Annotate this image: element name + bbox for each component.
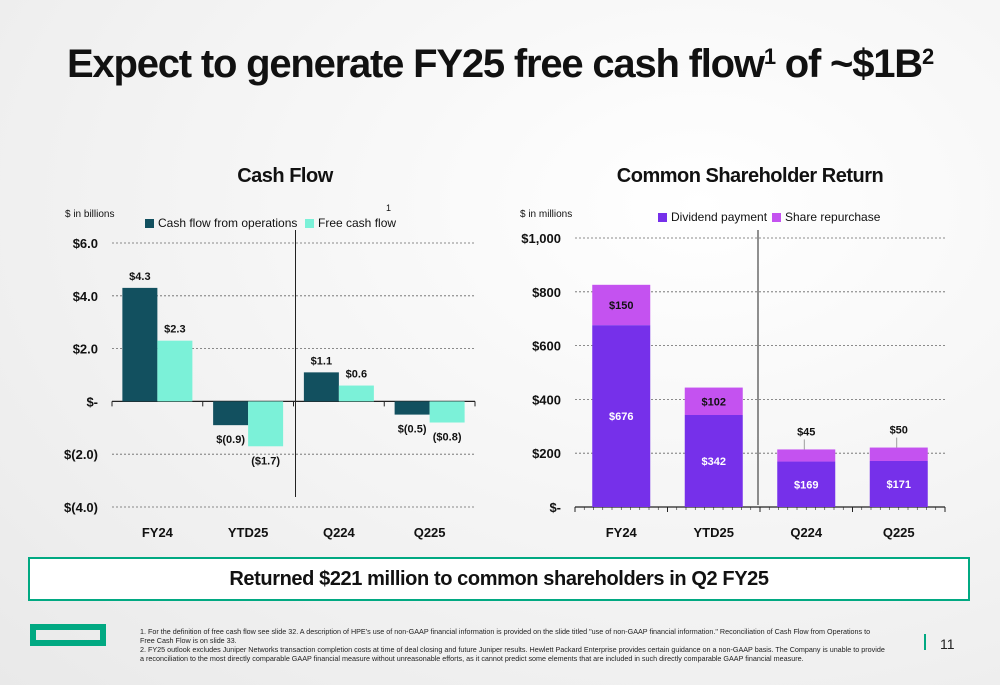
y-tick-label: $6.0	[73, 236, 98, 251]
bar-fcf	[157, 340, 193, 402]
shareholder-return-chart-title: Common Shareholder Return	[616, 165, 884, 187]
x-tick-label: Q225	[414, 525, 446, 540]
bar-fcf	[429, 401, 465, 423]
legend-fcf: Free cash flow	[305, 216, 396, 230]
title-superscript-1: 1	[763, 44, 776, 69]
bar-fcf	[338, 385, 374, 402]
x-tick-label: YTD25	[694, 525, 734, 540]
y-tick-label: $800	[532, 285, 561, 300]
data-label: ($1.7)	[251, 455, 280, 467]
y-tick-label: $400	[532, 392, 561, 407]
legend-swatch-dividend	[658, 212, 667, 222]
bar-repurchase	[684, 387, 743, 416]
legend-dividend-label: Dividend payment	[671, 210, 768, 224]
bar-operations	[303, 372, 339, 402]
data-label: ($0.8)	[433, 432, 462, 444]
footnote-line: a reconciliation to the most directly co…	[140, 654, 804, 663]
y-tick-label: $(2.0)	[64, 447, 98, 462]
legend-operations: Cash flow from operations	[145, 216, 297, 230]
y-tick-label: $-	[86, 394, 98, 409]
bar-repurchase	[777, 449, 836, 462]
legend-fcf-label: Free cash flow	[318, 216, 397, 230]
bar-dividend	[777, 461, 836, 507]
y-tick-label: $(4.0)	[64, 500, 98, 515]
data-label: $0.6	[346, 369, 367, 381]
shareholder-return-banner: Returned $221 million to common sharehol…	[28, 557, 970, 601]
title-mid: of ~$1B	[774, 42, 923, 86]
x-tick-label: Q225	[883, 525, 915, 540]
x-tick-label: FY24	[606, 525, 638, 540]
data-label: $171	[887, 479, 911, 491]
data-label: $2.3	[164, 324, 185, 336]
y-tick-label: $600	[532, 339, 561, 354]
charts-canvas: $6.0 $4.0 $2.0 $- $(2.0) $(4.0) $4.3 $2.3 FY24 $(…	[64, 230, 946, 540]
legend-operations-label: Cash flow from operations	[158, 216, 298, 230]
footnote-line: Free Cash Flow is on slide 33.	[140, 636, 237, 645]
legend-repurchase-label: Share repurchase	[785, 210, 881, 224]
cash-flow-footnote-marker: 1	[386, 203, 392, 213]
bar-dividend	[684, 415, 743, 507]
x-tick-label: FY24	[142, 525, 174, 540]
data-label: $1.1	[311, 355, 332, 367]
y-tick-label: $2.0	[73, 342, 98, 357]
title-superscript-2: 2	[922, 44, 934, 69]
x-tick-label: YTD25	[228, 525, 268, 540]
data-label: $(0.9)	[216, 434, 245, 446]
data-label: $(0.5)	[398, 424, 427, 436]
legend-repurchase: Share repurchase	[772, 210, 880, 224]
legend-swatch-operations	[145, 218, 154, 228]
footnote-line: 2. FY25 outlook excludes Juniper Network…	[140, 645, 885, 654]
data-label: $102	[702, 396, 726, 408]
y-tick-label: $1,000	[521, 231, 561, 246]
bar-repurchase	[869, 447, 928, 462]
title-main: Expect to generate FY25 free cash flow	[66, 42, 765, 86]
page-number: 11	[940, 636, 955, 652]
data-label: $50	[890, 425, 908, 437]
shareholder-return-unit-label: $ in millions	[520, 209, 573, 220]
data-label: $676	[609, 411, 633, 423]
footnotes: 1. For the definition of free cash flow …	[140, 627, 910, 663]
legend-swatch-repurchase	[772, 212, 781, 222]
data-label: $150	[609, 300, 633, 312]
footnote-line: 1. For the definition of free cash flow …	[140, 627, 871, 636]
y-tick-label: $4.0	[73, 289, 98, 304]
bar-operations	[213, 401, 249, 426]
x-tick-label: Q224	[790, 525, 823, 540]
hpe-logo	[30, 624, 106, 646]
data-label: $169	[794, 480, 818, 492]
bar-operations	[394, 401, 430, 415]
slide-title: Expect to generate FY25 free cash flow1 …	[0, 42, 1000, 87]
bar-fcf	[248, 401, 284, 447]
legend-dividend: Dividend payment	[658, 210, 767, 224]
cash-flow-unit-label: $ in billions	[65, 209, 115, 220]
data-label: $342	[702, 456, 726, 468]
data-label: $4.3	[129, 271, 150, 283]
bar-operations	[122, 287, 158, 402]
legend-swatch-fcf	[305, 218, 314, 228]
x-tick-label: Q224	[323, 525, 356, 540]
bar-dividend	[869, 461, 928, 507]
bar-dividend	[592, 325, 651, 507]
y-tick-label: $-	[549, 500, 561, 515]
page-number-bar	[924, 634, 926, 650]
y-tick-label: $200	[532, 446, 561, 461]
data-label: $45	[797, 426, 815, 438]
cash-flow-chart-title: Cash Flow	[237, 165, 333, 187]
bar-repurchase	[592, 284, 651, 326]
